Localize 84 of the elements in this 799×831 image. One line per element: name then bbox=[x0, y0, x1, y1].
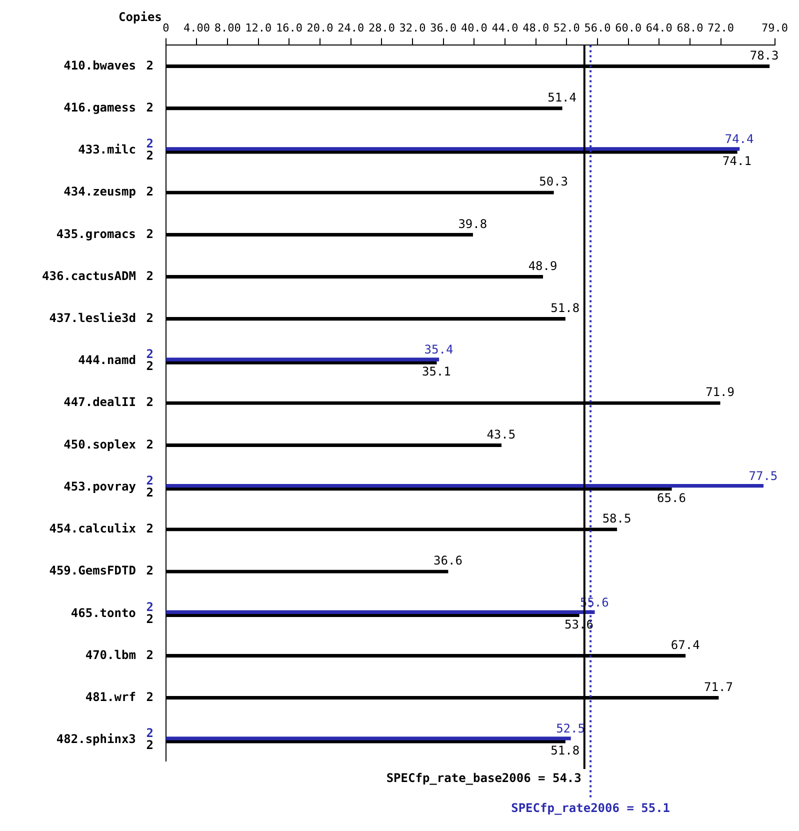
y-tick-label: 482.sphinx3 bbox=[56, 732, 136, 746]
data-label: 71.9 bbox=[706, 385, 734, 400]
text: 2 bbox=[146, 311, 154, 326]
data-label: 65.6 bbox=[657, 490, 686, 505]
data-label: 35.4 bbox=[424, 342, 454, 357]
x-tick-label: 40.0 bbox=[460, 21, 488, 34]
data-label: 48.9 bbox=[528, 258, 558, 273]
text: Copies bbox=[118, 10, 162, 24]
x-tick-label: 36.0 bbox=[430, 21, 457, 34]
data-label: 35.1 bbox=[422, 364, 451, 379]
y-tick-label: 447.dealII bbox=[64, 395, 136, 410]
data-label: 74.4 bbox=[724, 132, 754, 146]
text: 2 bbox=[146, 100, 154, 114]
x-tick-label: 72.0 bbox=[708, 21, 734, 34]
x-tick-label: 56.0 bbox=[584, 21, 611, 34]
text: 2 bbox=[146, 600, 154, 614]
data-label: 74.1 bbox=[722, 154, 752, 168]
data-label: 36.6 bbox=[434, 554, 462, 568]
data-label: 39.8 bbox=[458, 216, 488, 231]
data-label: 58.5 bbox=[602, 512, 632, 526]
data-label: 51.8 bbox=[550, 301, 580, 316]
y-tick-label: 437.leslie3d bbox=[49, 311, 136, 326]
text: 2 bbox=[146, 738, 154, 752]
text: 2 bbox=[146, 612, 154, 626]
x-tick-label: 44.0 bbox=[492, 21, 518, 34]
x-tick-label: 28.0 bbox=[368, 21, 395, 34]
x-tick-label: 79.0 bbox=[762, 21, 788, 34]
data-label: 43.5 bbox=[486, 427, 516, 442]
data-label: 51.8 bbox=[550, 744, 580, 758]
text: 2 bbox=[146, 136, 154, 151]
y-tick-label: 435.gromacs bbox=[56, 226, 136, 241]
y-tick-label: 465.tonto bbox=[70, 606, 136, 620]
y-tick-label: 434.zeusmp bbox=[64, 184, 136, 199]
bar bbox=[166, 736, 571, 740]
y-tick-label: 453.povray bbox=[64, 479, 136, 494]
x-tick-label: 20.0 bbox=[306, 21, 334, 34]
data-label: 67.4 bbox=[670, 638, 700, 652]
x-tick-label: 0 bbox=[162, 21, 170, 34]
data-label: 50.3 bbox=[539, 174, 568, 189]
text: 2 bbox=[146, 690, 154, 704]
y-tick-label: 444.namd bbox=[78, 353, 136, 368]
x-tick-label: 52.0 bbox=[553, 21, 580, 34]
text: 2 bbox=[146, 437, 154, 452]
y-tick-label: 454.calculix bbox=[49, 522, 136, 536]
x-tick-label: 16.0 bbox=[276, 21, 302, 34]
x-tick-label: 4.00 bbox=[183, 21, 210, 34]
text: 2 bbox=[146, 726, 154, 740]
text: 2 bbox=[146, 184, 154, 199]
x-tick-label: 68.0 bbox=[676, 21, 704, 34]
y-tick-label: 459.GemsFDTD bbox=[49, 564, 136, 578]
ref-line-label: SPECfp_rate_base2006 = 54.3 bbox=[386, 771, 582, 786]
y-tick-label: 410.bwaves bbox=[64, 58, 136, 72]
y-tick-label: 433.milc bbox=[78, 142, 136, 157]
x-tick-label: 12.0 bbox=[245, 21, 272, 34]
x-tick-label: 8.00 bbox=[214, 21, 241, 34]
text: 2 bbox=[146, 648, 154, 662]
text: 2 bbox=[146, 522, 154, 536]
text: 2 bbox=[146, 485, 154, 500]
data-label: 78.3 bbox=[750, 48, 779, 62]
text: 2 bbox=[146, 148, 154, 163]
bar bbox=[166, 358, 440, 362]
text: 2 bbox=[146, 473, 154, 488]
text: 2 bbox=[146, 347, 154, 362]
text: 2 bbox=[146, 359, 154, 374]
text: 2 bbox=[146, 564, 154, 578]
y-tick-label: 450.soplex bbox=[64, 437, 136, 452]
text: 2 bbox=[146, 395, 154, 410]
y-tick-label: 436.cactusADM bbox=[42, 268, 136, 283]
ref-line-label: SPECfp_rate2006 = 55.1 bbox=[511, 801, 670, 816]
data-label: 71.7 bbox=[704, 680, 733, 694]
text: 2 bbox=[146, 226, 154, 241]
y-tick-label: 481.wrf bbox=[85, 690, 136, 704]
x-tick-label: 32.0 bbox=[399, 21, 426, 34]
x-tick-label: 48.0 bbox=[522, 21, 550, 34]
data-label: 52.5 bbox=[556, 722, 585, 736]
data-label: 51.4 bbox=[548, 90, 576, 104]
y-tick-label: 416.gamess bbox=[64, 100, 136, 114]
x-tick-label: 64.0 bbox=[646, 21, 672, 34]
x-tick-label: 24.0 bbox=[338, 21, 364, 34]
y-tick-label: 470.lbm bbox=[85, 648, 136, 662]
text: 2 bbox=[146, 268, 154, 283]
x-tick-label: 60.0 bbox=[615, 21, 642, 34]
data-label: 77.5 bbox=[748, 468, 778, 483]
text: 2 bbox=[146, 58, 154, 72]
